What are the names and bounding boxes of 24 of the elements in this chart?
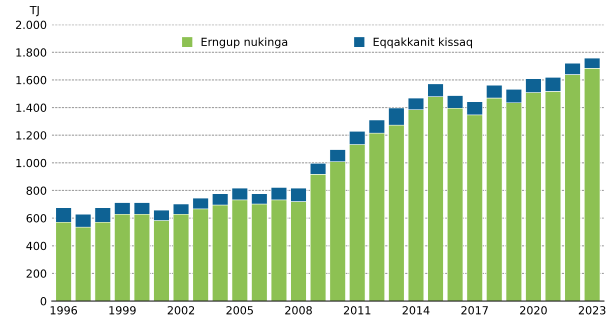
- legend-label: Eqqakkanit kissaq: [374, 37, 472, 48]
- y-tick-label: 600: [26, 214, 46, 223]
- y-tick-label: 1.800: [16, 48, 46, 57]
- y-tick-label: 1.600: [16, 76, 46, 84]
- x-tick-label: 2008: [285, 306, 312, 314]
- y-tick-label: 0: [40, 297, 46, 306]
- y-tick-label: 1.200: [16, 131, 46, 140]
- x-tick-label: 2002: [168, 306, 194, 314]
- legend-label: Erngup nukinga: [202, 37, 288, 48]
- y-tick-label: 1.000: [16, 158, 46, 168]
- x-tick-label: 2011: [344, 306, 370, 314]
- y-tick-label: 800: [26, 186, 46, 195]
- y-tick-label: 1.400: [16, 104, 46, 112]
- x-tick-label: 2005: [226, 306, 253, 314]
- x-tick-label: 2017: [461, 306, 488, 314]
- x-tick-label: 1996: [50, 306, 78, 314]
- y-axis-title: TJ: [30, 6, 39, 16]
- x-tick-label: 2023: [578, 306, 606, 314]
- y-tick-label: 400: [26, 242, 46, 250]
- x-tick-label: 2014: [402, 306, 430, 314]
- x-tick-label: 1999: [109, 306, 136, 314]
- y-tick-label: 2.000: [16, 20, 46, 30]
- y-tick-label: 200: [26, 269, 46, 278]
- x-tick-label: 2020: [520, 306, 547, 314]
